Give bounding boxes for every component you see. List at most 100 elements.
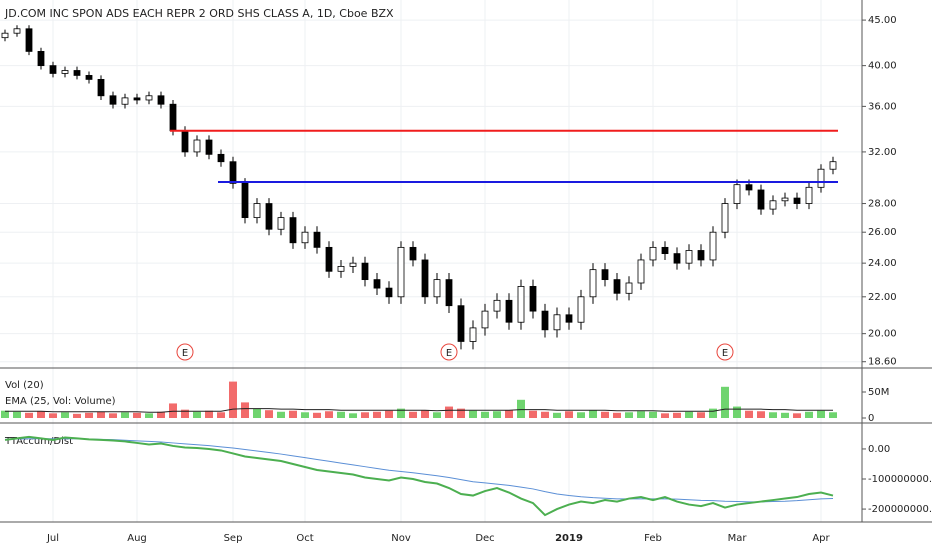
candle-body bbox=[601, 269, 609, 281]
candle-body bbox=[529, 285, 537, 312]
y-tick-label: 18.60 bbox=[868, 357, 897, 368]
candle-body bbox=[697, 250, 705, 261]
candle-body bbox=[253, 203, 261, 219]
candle-body bbox=[193, 139, 201, 153]
chart-title: JD.COM INC SPON ADS EACH REPR 2 ORD SHS … bbox=[4, 7, 394, 20]
candle-body bbox=[205, 139, 213, 155]
volume-bar bbox=[517, 399, 525, 418]
volume-bar bbox=[109, 413, 117, 418]
volume-title: Vol (20) bbox=[5, 380, 44, 391]
volume-bar bbox=[121, 412, 129, 418]
indicator-line bbox=[5, 408, 833, 413]
candle-body bbox=[289, 217, 297, 244]
candle-body bbox=[649, 246, 657, 261]
candle-body bbox=[325, 246, 333, 272]
volume-bar bbox=[445, 406, 453, 418]
candle-body bbox=[157, 95, 165, 105]
candle-body bbox=[505, 299, 513, 323]
candle-body bbox=[625, 282, 633, 294]
x-tick-label: Feb bbox=[644, 533, 662, 544]
candle-body bbox=[433, 279, 441, 298]
candle-body bbox=[793, 197, 801, 204]
candle-body bbox=[241, 182, 249, 219]
x-tick-label: Oct bbox=[296, 533, 313, 544]
candle-body bbox=[589, 269, 597, 298]
volume-bar bbox=[157, 411, 165, 418]
earnings-marker bbox=[716, 343, 734, 361]
candle-body bbox=[445, 279, 453, 307]
volume-bar bbox=[757, 411, 765, 418]
y-tick-label: 20.00 bbox=[868, 329, 897, 340]
volume-bar bbox=[733, 406, 741, 418]
y-tick-label: 40.00 bbox=[868, 61, 897, 72]
volume-bar bbox=[301, 412, 309, 418]
candle-body bbox=[337, 265, 345, 272]
candle-body bbox=[457, 305, 465, 342]
candle-body bbox=[565, 314, 573, 323]
volume-bar bbox=[241, 402, 249, 418]
volume-bar bbox=[625, 412, 633, 418]
volume-bar bbox=[349, 413, 357, 418]
x-tick-label: Nov bbox=[391, 533, 411, 544]
candle-body bbox=[265, 203, 273, 230]
volume-bar bbox=[781, 412, 789, 418]
volume-bar bbox=[85, 412, 93, 418]
volume-bar bbox=[409, 411, 417, 418]
candle-body bbox=[553, 314, 561, 331]
volume-bar bbox=[721, 386, 729, 418]
volume-bar bbox=[637, 411, 645, 418]
candle-body bbox=[361, 262, 369, 281]
x-tick-label: Dec bbox=[475, 533, 494, 544]
volume-bar bbox=[601, 411, 609, 418]
volume-bar bbox=[769, 412, 777, 418]
volume-bar bbox=[337, 411, 345, 418]
volume-bar bbox=[673, 412, 681, 418]
candle-body bbox=[781, 197, 789, 202]
candle-body bbox=[109, 95, 117, 105]
volume-bar bbox=[697, 412, 705, 418]
volume-bar bbox=[13, 411, 21, 418]
volume-bar bbox=[685, 411, 693, 418]
candle-body bbox=[13, 28, 21, 34]
volume-bar bbox=[817, 410, 825, 418]
volume-bar bbox=[361, 412, 369, 418]
candle-body bbox=[217, 153, 225, 163]
y-tick-label: 36.00 bbox=[868, 101, 897, 112]
volume-bar bbox=[433, 412, 441, 418]
volume-bar bbox=[709, 408, 717, 418]
volume-bar bbox=[325, 411, 333, 418]
candle-body bbox=[481, 310, 489, 329]
volume-bar bbox=[97, 411, 105, 418]
volume-bar bbox=[829, 412, 837, 418]
candle-body bbox=[25, 28, 33, 52]
volume-bar bbox=[805, 411, 813, 418]
volume-bar bbox=[745, 410, 753, 418]
volume-bar bbox=[289, 410, 297, 418]
y-tick-label: 50M bbox=[868, 387, 889, 398]
candle-body bbox=[517, 285, 525, 323]
candle-body bbox=[421, 259, 429, 298]
y-tick-label: 0.00 bbox=[868, 444, 890, 455]
y-tick-label: 32.00 bbox=[868, 147, 897, 158]
y-tick-label: -100000000.00 bbox=[868, 474, 932, 485]
earnings-marker bbox=[440, 343, 458, 361]
candle-body bbox=[145, 95, 153, 101]
candle-body bbox=[409, 246, 417, 261]
volume-bar bbox=[313, 412, 321, 418]
y-tick-label: 0 bbox=[868, 413, 874, 424]
y-tick-label: 22.00 bbox=[868, 292, 897, 303]
volume-bar bbox=[25, 412, 33, 418]
candle-body bbox=[469, 327, 477, 342]
earnings-label: E bbox=[446, 348, 452, 359]
x-tick-label: Mar bbox=[728, 533, 748, 544]
candle-body bbox=[757, 189, 765, 210]
candle-body bbox=[541, 310, 549, 331]
candle-body bbox=[745, 184, 753, 191]
x-tick-label: Aug bbox=[127, 533, 147, 544]
volume-bar bbox=[469, 410, 477, 418]
volume-bar bbox=[1, 410, 9, 418]
volume-bar bbox=[229, 381, 237, 418]
volume-bar bbox=[37, 411, 45, 418]
